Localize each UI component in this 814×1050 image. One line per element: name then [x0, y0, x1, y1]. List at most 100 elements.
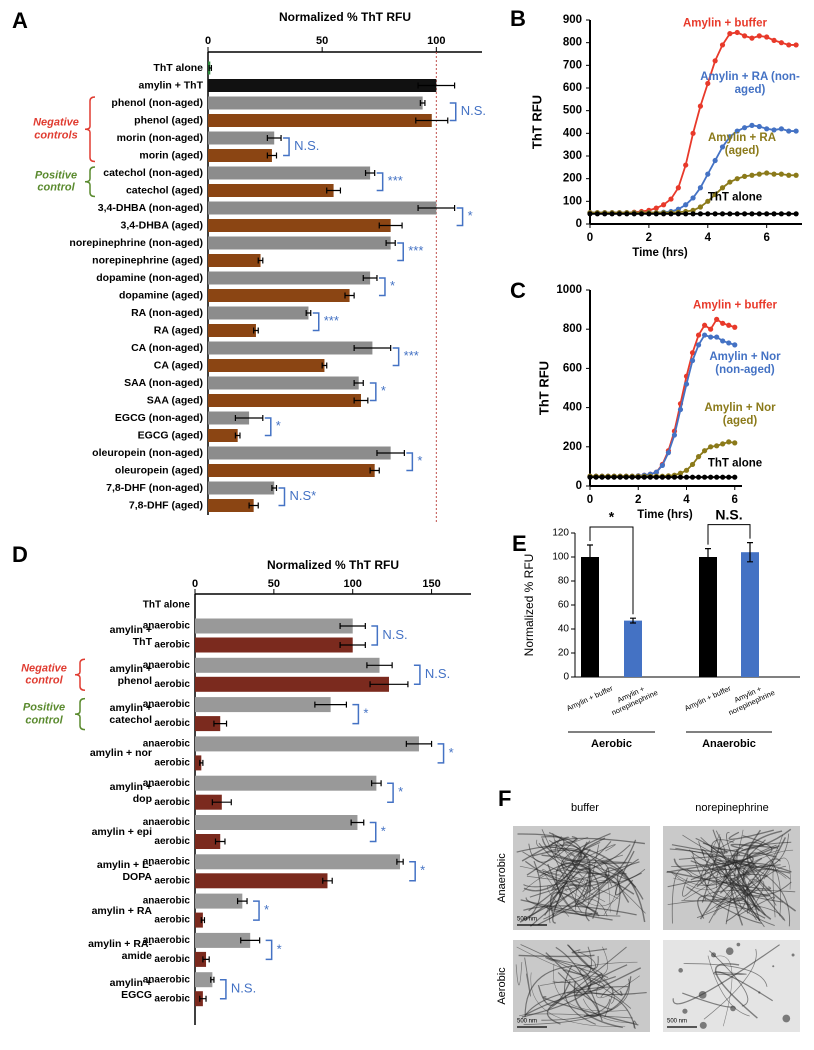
panel-letter: E — [512, 531, 527, 556]
error-bar — [305, 310, 312, 316]
fibril — [671, 869, 693, 924]
fibril — [571, 948, 608, 954]
bar — [195, 932, 251, 948]
fibril — [741, 828, 792, 852]
fibril — [541, 838, 627, 864]
error-bar — [353, 380, 364, 386]
fibrils — [672, 942, 795, 1029]
error-bar — [339, 623, 366, 629]
fibril — [519, 1013, 633, 1019]
category-label: ThT alone — [153, 62, 203, 74]
fibril — [714, 869, 787, 916]
data-point — [695, 342, 702, 348]
brace — [84, 166, 96, 198]
brace — [74, 697, 86, 731]
fibrils — [515, 944, 647, 1030]
y-axis-label: ThT RFU — [529, 95, 544, 149]
fibril — [537, 980, 571, 1006]
error-bar — [378, 222, 403, 229]
x-tick-label: 0 — [192, 578, 198, 590]
bar — [195, 755, 202, 771]
significance-bracket — [392, 347, 400, 367]
fibril — [556, 863, 592, 900]
category-label: oleuropein (non-aged) — [92, 447, 203, 459]
data-point — [677, 406, 684, 413]
bar — [195, 951, 207, 967]
error-bar — [366, 662, 393, 669]
bar — [208, 79, 437, 92]
fibril — [523, 905, 637, 916]
fibril — [682, 858, 717, 897]
column-label: norepinephrine — [695, 802, 768, 814]
series-label: aerobic — [154, 758, 190, 769]
fibril — [524, 957, 531, 997]
bar — [208, 376, 359, 390]
significance-bracket — [376, 172, 384, 192]
error-bar — [253, 327, 259, 334]
error-bar — [266, 135, 282, 141]
data-point — [616, 211, 623, 217]
category-label: amylin + EGCG — [109, 977, 152, 1002]
fibril — [746, 830, 797, 912]
y-tick-label: 200 — [563, 441, 582, 453]
panel-letter: F — [498, 786, 511, 811]
data-point — [690, 195, 696, 201]
fibril — [737, 896, 776, 917]
bar — [208, 201, 437, 215]
significance-label: * — [390, 278, 395, 293]
data-point — [641, 474, 647, 480]
data-point — [605, 474, 611, 480]
series-label: anaerobic — [143, 974, 191, 985]
aggregate — [678, 968, 683, 973]
data-point — [708, 326, 714, 332]
data-point — [727, 179, 733, 185]
error-bar — [208, 65, 213, 71]
category-label: EGCG (non-aged) — [115, 412, 203, 424]
data-point — [702, 448, 708, 454]
data-point — [624, 211, 630, 217]
error-bar — [353, 345, 392, 351]
significance-label: N.S. — [294, 138, 319, 153]
bar — [208, 464, 375, 477]
data-point — [668, 196, 674, 202]
y-tick-label: 100 — [552, 552, 569, 563]
fibril — [523, 861, 640, 888]
data-point — [661, 202, 667, 208]
series-label: aerobic — [154, 836, 190, 847]
fibril — [524, 839, 637, 887]
fibril — [737, 829, 771, 897]
data-point — [623, 474, 629, 480]
significance-label: *** — [324, 313, 339, 328]
series-label: anaerobic — [143, 621, 191, 632]
series-label: anaerobic — [143, 739, 191, 750]
category-label: amylin + phenol — [109, 662, 152, 687]
bar — [195, 972, 213, 988]
y-tick-label: 60 — [558, 600, 570, 611]
bar — [195, 815, 358, 830]
data-point — [714, 316, 720, 322]
significance-bracket — [387, 782, 394, 803]
x-tick-label: 4 — [683, 494, 690, 506]
y-tick-label: 600 — [563, 362, 582, 374]
bar — [208, 96, 423, 110]
data-point — [714, 443, 720, 449]
error-bar — [385, 240, 396, 246]
significance-bracket — [283, 137, 290, 157]
data-point — [778, 211, 784, 217]
data-point — [793, 42, 799, 48]
bar — [195, 991, 203, 1007]
fibril — [709, 950, 749, 1007]
significance-bracket — [369, 821, 377, 843]
significance-label: N.S. — [231, 981, 256, 996]
category-label: 7,8-DHF (non-aged) — [106, 482, 203, 494]
data-point — [659, 462, 665, 469]
brace — [84, 96, 96, 163]
data-point — [793, 172, 799, 178]
category-label: norepinephrine (non-aged) — [69, 237, 203, 249]
error-bar — [353, 397, 369, 404]
data-point — [756, 171, 762, 177]
fibril — [585, 869, 624, 922]
scale-bar-label: 500 nm — [517, 1019, 537, 1025]
